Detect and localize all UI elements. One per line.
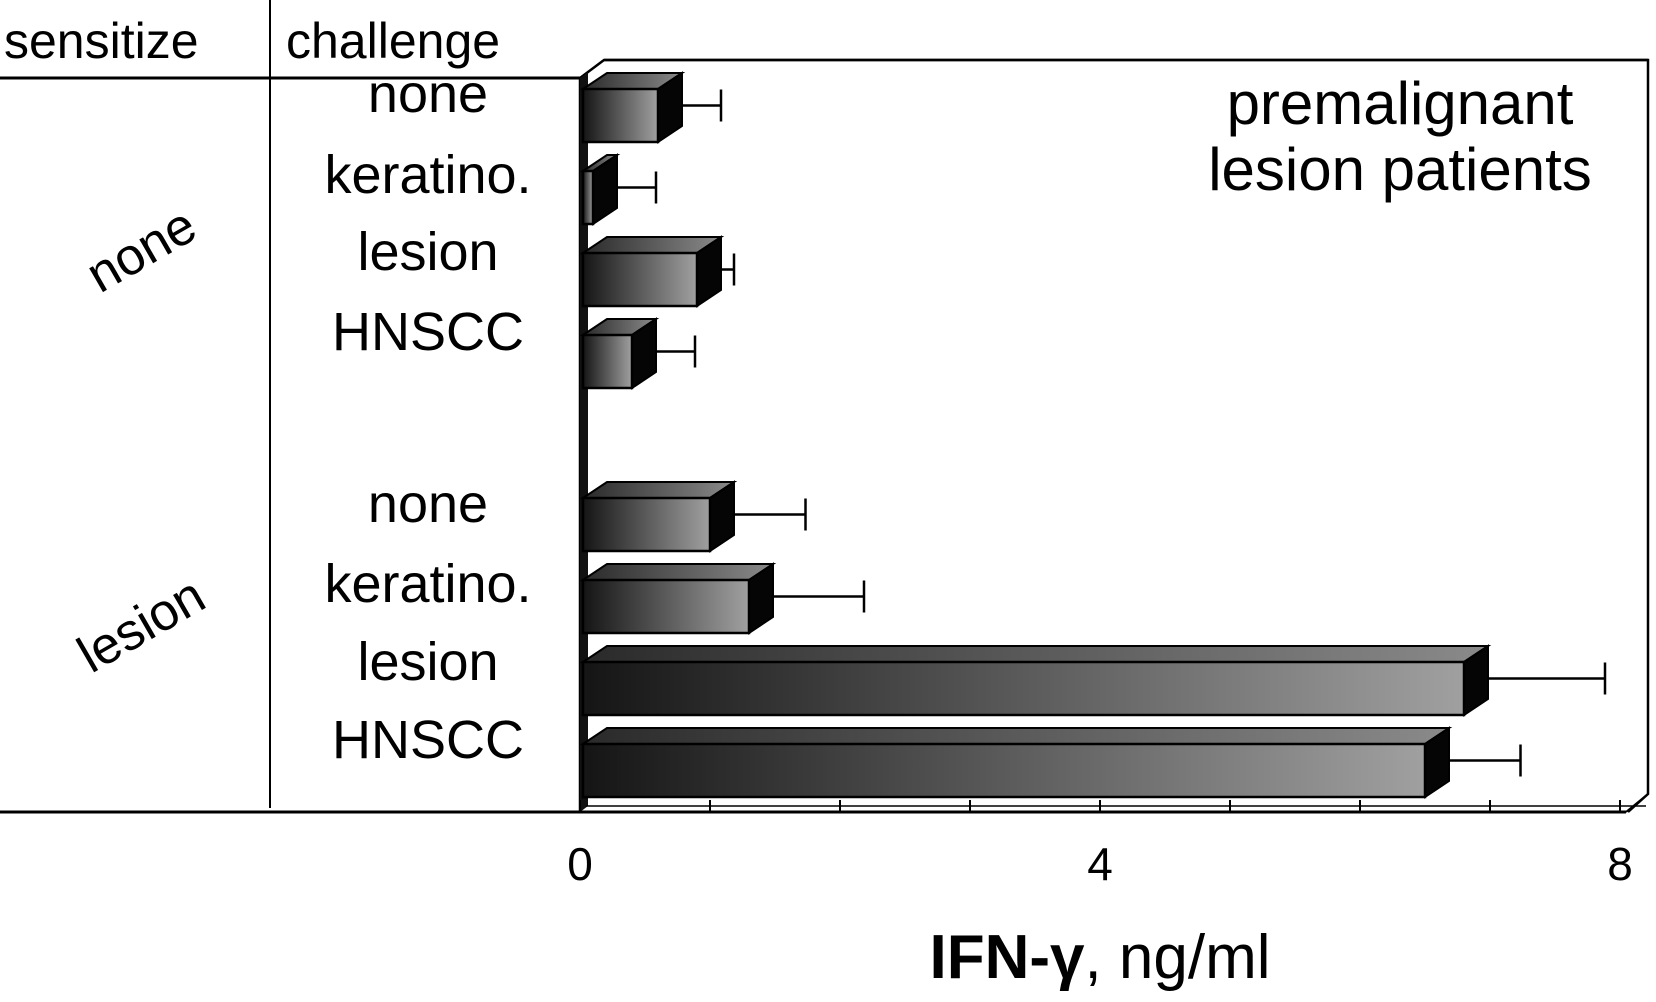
x-tick-label: 8: [1607, 838, 1633, 890]
x-tick-label: 0: [567, 838, 593, 890]
category-label: none: [368, 64, 488, 124]
category-label: keratino.: [324, 145, 531, 205]
floor-corner-line: [1625, 793, 1649, 813]
bar: [581, 660, 1466, 717]
category-label: lesion: [357, 222, 498, 282]
bar: [581, 742, 1427, 799]
category-label: HNSCC: [332, 710, 524, 770]
x-axis-label: IFN-γ, ng/ml: [929, 923, 1270, 992]
category-label: keratino.: [324, 554, 531, 614]
bar: [581, 87, 660, 144]
x-tick-label: 4: [1087, 838, 1113, 890]
bar: [581, 578, 751, 635]
bar: [581, 251, 699, 308]
header-challenge: challenge: [286, 13, 500, 69]
x-axis-label-rest: , ng/ml: [1084, 923, 1270, 992]
bar: [581, 496, 712, 553]
bar-top: [579, 727, 1453, 745]
bar-top: [579, 563, 777, 581]
category-label: HNSCC: [332, 302, 524, 362]
header-sensitize: sensitize: [4, 13, 199, 69]
x-axis-label-bold: IFN-γ: [929, 923, 1085, 992]
bar-top: [579, 481, 738, 499]
bar-top: [579, 645, 1492, 663]
category-label: lesion: [357, 632, 498, 692]
annotation-line-2: lesion patients: [1208, 136, 1592, 203]
annotation-line-1: premalignant: [1227, 70, 1574, 137]
group-label-none: none: [77, 196, 206, 304]
category-label: none: [368, 474, 488, 534]
bar: [581, 333, 634, 390]
group-label-lesion: lesion: [68, 566, 215, 684]
bar: [581, 169, 595, 226]
